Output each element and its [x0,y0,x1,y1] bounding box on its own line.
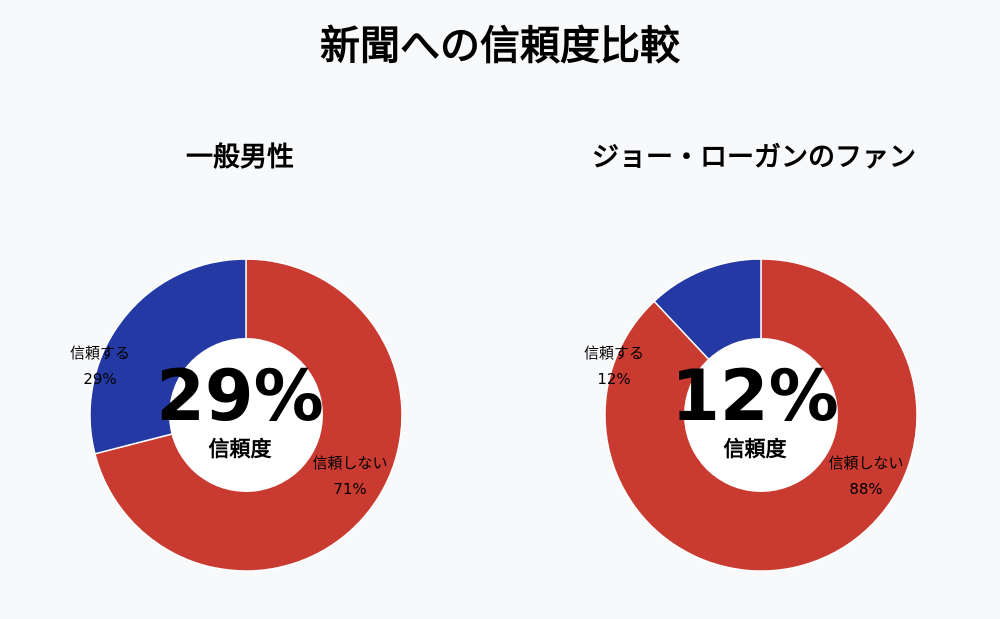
donut-hole-joe-rogan-fans [684,338,838,492]
slice-label-trust-joe-rogan-fans: 信頼する [584,344,644,362]
slice-label-trust-general-men: 信頼する [70,344,130,362]
center-value-general-men: 29% [156,355,324,437]
main-title: 新聞への信頼度比較 [320,23,680,69]
panel-title-joe-rogan-fans: ジョー・ローガンのファン [592,142,916,173]
slice-label-distrust-joe-rogan-fans: 信頼しない [828,454,903,472]
slice-label-distrust-general-men: 信頼しない [312,454,387,472]
donut-hole-general-men [169,338,323,492]
panel-joe-rogan-fans: ジョー・ローガンのファン 12% 信頼度 信頼しない 88% 信頼する 12% [584,142,918,572]
slice-value-distrust-general-men: 71% [333,480,366,498]
slice-value-distrust-joe-rogan-fans: 88% [849,480,882,498]
center-label-general-men: 信頼度 [209,437,272,461]
panel-general-men: 一般男性 29% 信頼度 信頼しない 71% 信頼する 29% [70,141,403,572]
center-value-joe-rogan-fans: 12% [671,355,839,437]
slice-value-trust-joe-rogan-fans: 12% [597,370,630,388]
center-label-joe-rogan-fans: 信頼度 [724,437,787,461]
panel-title-general-men: 一般男性 [186,141,294,173]
slice-value-trust-general-men: 29% [83,370,116,388]
